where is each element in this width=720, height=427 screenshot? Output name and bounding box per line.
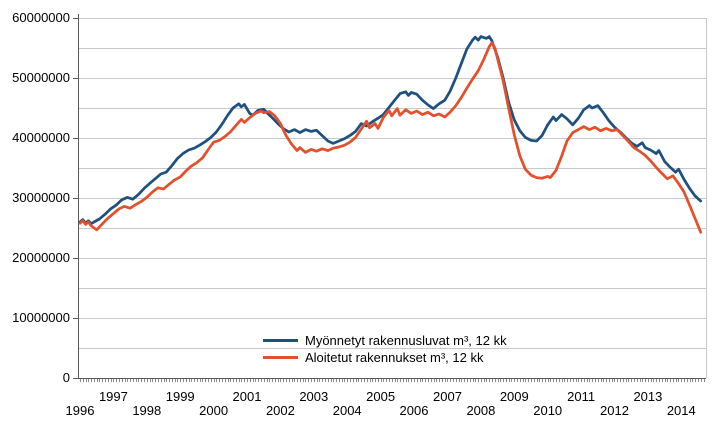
legend-line-swatch-blue (263, 339, 298, 342)
y-axis-label: 20000000 (12, 250, 70, 265)
x-axis-label: 2014 (667, 403, 696, 418)
x-axis-label: 2008 (466, 403, 495, 418)
legend-item-myonnetyt: Myönnetyt rakennusluvat m³, 12 kk (263, 332, 507, 349)
x-axis-label: 2000 (199, 403, 228, 418)
y-axis-label: 0 (63, 370, 70, 385)
x-axis-label: 2002 (266, 403, 295, 418)
x-axis-label: 2001 (233, 389, 262, 404)
legend-line-swatch-orange (263, 356, 298, 359)
x-axis-label: 2009 (500, 389, 529, 404)
x-axis-label: 2005 (366, 389, 395, 404)
x-axis-label: 2010 (533, 403, 562, 418)
series-line-myonnetyt (78, 35, 703, 226)
x-axis-label: 2006 (400, 403, 429, 418)
legend-label-aloitetut: Aloitetut rakennukset m³, 12 kk (305, 350, 484, 365)
legend: Myönnetyt rakennusluvat m³, 12 kk Aloite… (263, 332, 507, 366)
legend-item-aloitetut: Aloitetut rakennukset m³, 12 kk (263, 349, 507, 366)
y-axis-label: 40000000 (12, 130, 70, 145)
x-axis-label: 2003 (299, 389, 328, 404)
x-axis-label: 2013 (633, 389, 662, 404)
y-axis-label: 60000000 (12, 10, 70, 25)
x-axis-label: 2012 (600, 403, 629, 418)
x-axis-label: 2011 (567, 389, 595, 404)
y-axis-label: 50000000 (12, 70, 70, 85)
x-axis-label: 1999 (166, 389, 195, 404)
x-axis-label: 1998 (132, 403, 161, 418)
x-axis-label: 2007 (433, 389, 462, 404)
legend-label-myonnetyt: Myönnetyt rakennusluvat m³, 12 kk (305, 333, 507, 348)
y-axis-label: 10000000 (12, 310, 70, 325)
y-axis-label: 30000000 (12, 190, 70, 205)
x-axis-label: 1996 (66, 403, 95, 418)
x-axis-label: 1997 (99, 389, 128, 404)
series-line-aloitetut (78, 41, 703, 234)
x-axis-label: 2004 (333, 403, 362, 418)
